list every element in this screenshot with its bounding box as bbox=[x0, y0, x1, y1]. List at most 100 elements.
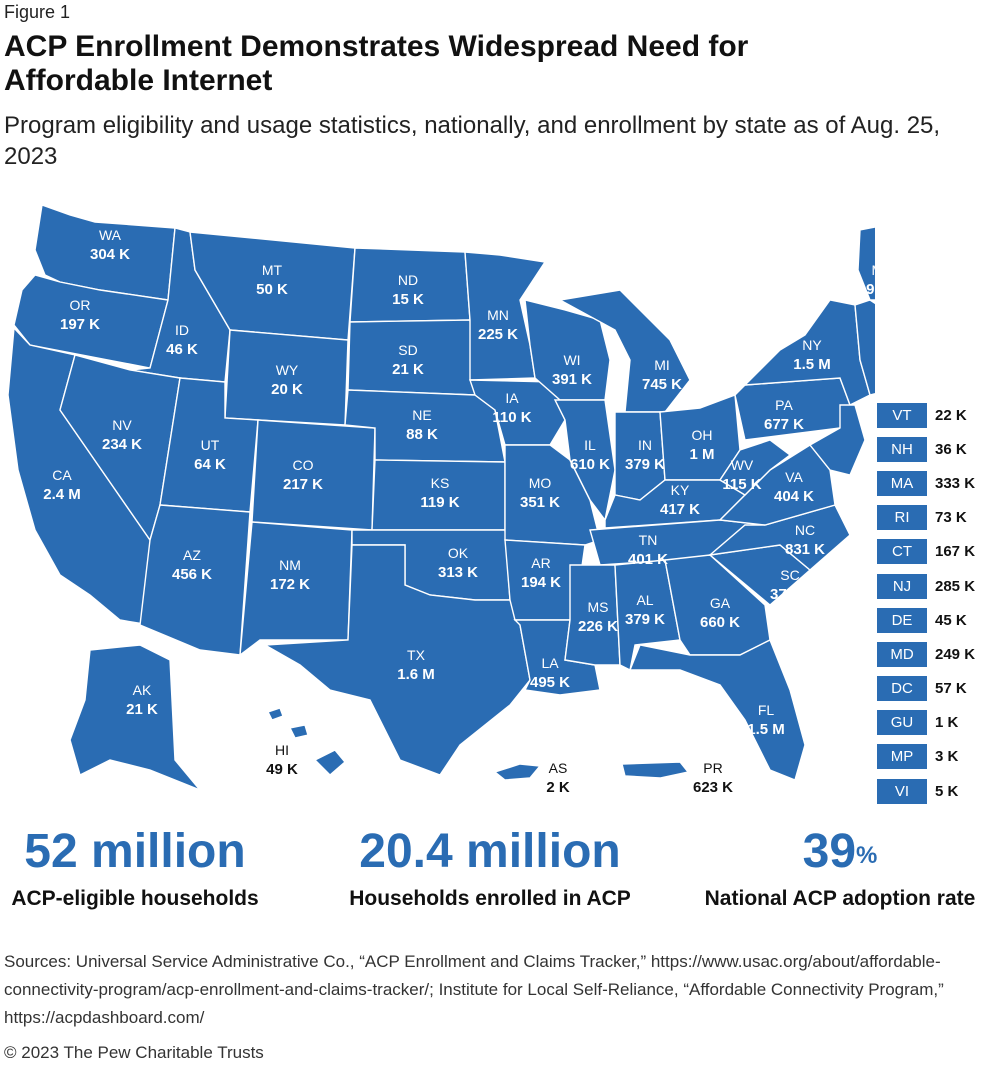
state-code-as: AS bbox=[549, 760, 568, 776]
state-value-mt: 50 K bbox=[256, 281, 288, 298]
state-code-va: VA bbox=[785, 469, 803, 485]
side-row-vt: VT 22 K bbox=[877, 398, 987, 432]
state-ms bbox=[564, 564, 621, 666]
state-value-ak: 21 K bbox=[126, 701, 158, 718]
state-code-pa: PA bbox=[775, 397, 793, 413]
state-code-ca: CA bbox=[52, 467, 72, 483]
side-row-ma: MA 333 K bbox=[877, 466, 987, 500]
state-nj-md bbox=[808, 404, 866, 476]
state-value-ne: 88 K bbox=[406, 426, 438, 443]
side-code-vt: VT bbox=[877, 402, 927, 428]
state-as bbox=[493, 763, 542, 781]
state-value-la: 495 K bbox=[530, 674, 570, 691]
state-value-mn: 225 K bbox=[478, 326, 518, 343]
side-value-vi: 5 K bbox=[935, 782, 959, 800]
side-code-de: DE bbox=[877, 607, 927, 633]
state-code-sc: SC bbox=[780, 567, 799, 583]
state-value-al: 379 K bbox=[625, 611, 665, 628]
page-title: ACP Enrollment Demonstrates Widespread N… bbox=[4, 30, 749, 97]
sources-note: Sources: Universal Service Administrativ… bbox=[4, 952, 944, 1027]
side-row-ct: CT 167 K bbox=[877, 535, 987, 569]
side-value-gu: 1 K bbox=[935, 714, 959, 732]
state-value-sc: 375 K bbox=[770, 586, 810, 603]
state-value-ks: 119 K bbox=[420, 494, 459, 511]
state-value-wv: 115 K bbox=[722, 476, 761, 493]
state-code-pr: PR bbox=[703, 760, 722, 776]
stat-adoption-label: National ACP adoption rate bbox=[704, 887, 976, 910]
side-code-ma: MA bbox=[877, 470, 927, 496]
state-value-fl: 1.5 M bbox=[747, 721, 785, 738]
state-hi-islands-2 bbox=[288, 724, 309, 739]
state-value-va: 404 K bbox=[774, 488, 814, 505]
state-code-tn: TN bbox=[639, 532, 658, 548]
state-value-mo: 351 K bbox=[520, 494, 560, 511]
state-code-az: AZ bbox=[183, 547, 201, 563]
state-code-tx: TX bbox=[407, 647, 426, 663]
state-code-mi: MI bbox=[654, 357, 670, 373]
side-code-dc: DC bbox=[877, 676, 927, 702]
side-value-md: 249 K bbox=[935, 645, 976, 663]
stat-eligible: 52 million ACP-eligible households bbox=[0, 822, 270, 914]
side-row-nj: NJ 285 K bbox=[877, 569, 987, 603]
state-code-id: ID bbox=[175, 322, 189, 338]
side-value-ct: 167 K bbox=[935, 543, 976, 561]
side-value-ma: 333 K bbox=[935, 474, 976, 492]
state-ak bbox=[69, 644, 201, 791]
state-code-fl: FL bbox=[758, 702, 775, 718]
figure-label: Figure 1 bbox=[4, 2, 71, 22]
side-row-de: DE 45 K bbox=[877, 603, 987, 637]
state-code-ny: NY bbox=[802, 337, 822, 353]
state-code-sd: SD bbox=[398, 342, 417, 358]
state-code-al: AL bbox=[636, 592, 653, 608]
state-me bbox=[857, 226, 875, 301]
copyright: © 2023 The Pew Charitable Trusts bbox=[4, 1043, 264, 1062]
state-pr bbox=[621, 761, 690, 779]
side-code-vi: VI bbox=[877, 778, 927, 804]
state-code-ia: IA bbox=[505, 390, 519, 406]
side-code-ri: RI bbox=[877, 505, 927, 531]
state-code-nd: ND bbox=[398, 272, 418, 288]
state-il bbox=[553, 399, 616, 522]
state-value-ia: 110 K bbox=[492, 409, 531, 426]
state-value-nd: 15 K bbox=[392, 291, 424, 308]
state-value-nc: 831 K bbox=[785, 541, 825, 558]
state-value-ga: 660 K bbox=[700, 614, 740, 631]
state-value-ar: 194 K bbox=[521, 574, 561, 591]
side-value-ri: 73 K bbox=[935, 509, 967, 527]
state-code-ky: KY bbox=[671, 482, 690, 498]
state-code-wv: WV bbox=[731, 457, 754, 473]
state-value-tx: 1.6 M bbox=[397, 666, 435, 683]
state-code-wa: WA bbox=[99, 227, 122, 243]
stat-eligible-value: 52 million bbox=[24, 825, 246, 878]
state-code-nm: NM bbox=[279, 557, 301, 573]
state-value-wy: 20 K bbox=[271, 381, 303, 398]
state-value-id: 46 K bbox=[166, 341, 198, 358]
stat-enrolled-label: Households enrolled in ACP bbox=[349, 887, 631, 910]
side-value-dc: 57 K bbox=[935, 680, 967, 698]
state-value-hi: 49 K bbox=[266, 761, 298, 778]
stat-enrolled-value: 20.4 million bbox=[359, 825, 621, 878]
state-value-nm: 172 K bbox=[270, 576, 310, 593]
side-value-vt: 22 K bbox=[935, 406, 967, 424]
state-az bbox=[139, 504, 251, 656]
state-code-or: OR bbox=[70, 297, 91, 313]
state-value-wa: 304 K bbox=[90, 246, 130, 263]
state-value-az: 456 K bbox=[172, 566, 212, 583]
state-wv bbox=[719, 439, 792, 496]
side-row-gu: GU 1 K bbox=[877, 706, 987, 740]
side-row-nh: NH 36 K bbox=[877, 432, 987, 466]
state-value-wi: 391 K bbox=[552, 371, 592, 388]
side-code-mp: MP bbox=[877, 744, 927, 770]
state-value-or: 197 K bbox=[60, 316, 100, 333]
side-row-dc: DC 57 K bbox=[877, 672, 987, 706]
state-code-ak: AK bbox=[133, 682, 152, 698]
state-value-co: 217 K bbox=[283, 476, 323, 493]
state-value-mi: 745 K bbox=[642, 376, 682, 393]
state-code-ga: GA bbox=[710, 595, 731, 611]
state-code-mo: MO bbox=[529, 475, 552, 491]
state-value-ok: 313 K bbox=[438, 564, 478, 581]
side-value-nh: 36 K bbox=[935, 440, 967, 458]
state-value-il: 610 K bbox=[570, 456, 610, 473]
side-row-vi: VI 5 K bbox=[877, 774, 987, 808]
state-code-co: CO bbox=[293, 457, 314, 473]
